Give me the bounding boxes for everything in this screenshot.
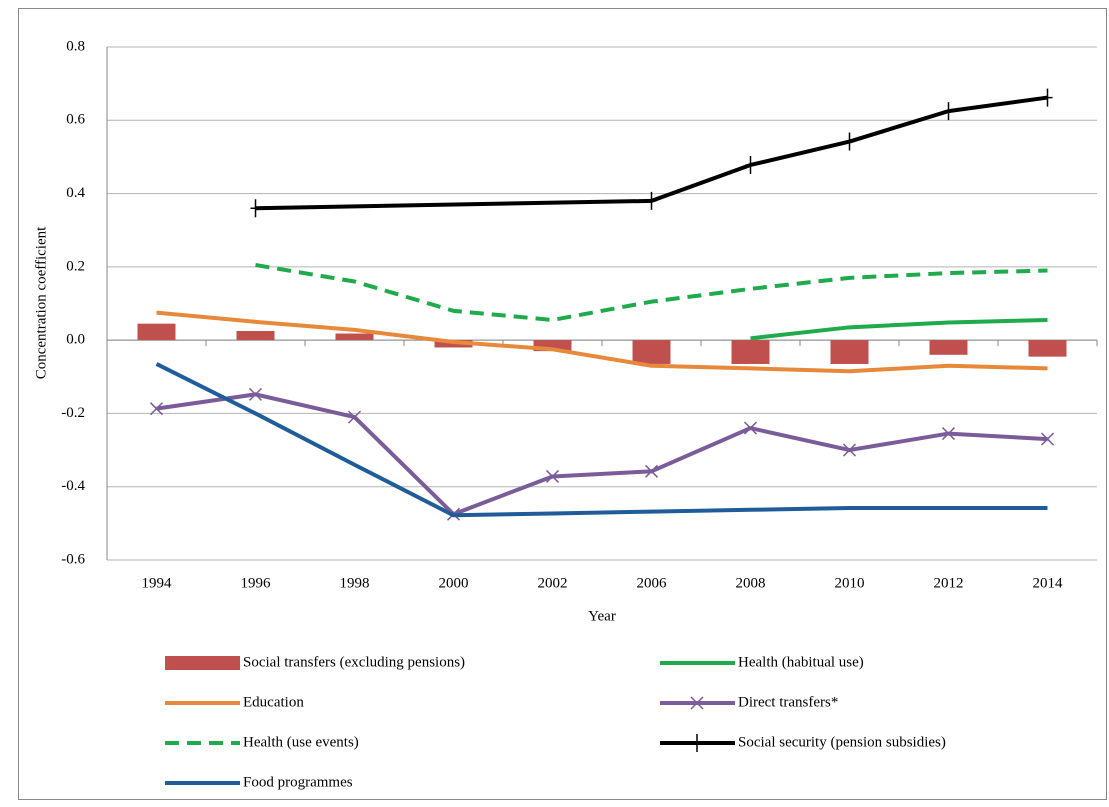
y-tick-label: -0.6 bbox=[61, 551, 85, 567]
point-marker bbox=[250, 199, 261, 218]
legend-label: Social transfers (excluding pensions) bbox=[243, 654, 465, 670]
x-tick-label: 2002 bbox=[538, 575, 568, 591]
bar bbox=[335, 333, 374, 341]
x-tick-label: 1998 bbox=[340, 575, 370, 591]
point-marker bbox=[842, 443, 857, 457]
legend-label: Health (use events) bbox=[243, 734, 359, 750]
x-tick-label: 1996 bbox=[241, 575, 272, 591]
point-marker bbox=[743, 421, 758, 435]
line bbox=[155, 362, 1048, 518]
bar bbox=[731, 340, 770, 364]
point-marker bbox=[248, 387, 263, 401]
y-tick-label: -0.2 bbox=[61, 405, 85, 421]
x-axis-title: Year bbox=[588, 608, 616, 624]
x-tick-label: 2010 bbox=[835, 575, 865, 591]
point-marker bbox=[1040, 432, 1055, 446]
legend-swatch bbox=[165, 656, 240, 670]
point-marker bbox=[941, 427, 956, 441]
legend-label: Direct transfers* bbox=[738, 694, 838, 710]
point-marker bbox=[149, 402, 164, 416]
x-tick-label: 2008 bbox=[736, 575, 766, 591]
point-marker bbox=[644, 464, 659, 478]
y-tick-label: 0.8 bbox=[66, 38, 85, 54]
point-marker bbox=[943, 102, 954, 121]
x-tick-label: 2012 bbox=[934, 575, 964, 591]
point-marker bbox=[1042, 88, 1053, 107]
legend-label: Social security (pension subsidies) bbox=[738, 734, 946, 750]
bar bbox=[236, 330, 275, 341]
bar bbox=[533, 340, 572, 352]
y-tick-label: -0.4 bbox=[61, 478, 85, 494]
legend-label: Food programmes bbox=[243, 774, 353, 790]
x-tick-label: 2014 bbox=[1033, 575, 1064, 591]
bar bbox=[929, 340, 968, 355]
line bbox=[156, 392, 1048, 517]
point-marker bbox=[844, 132, 855, 151]
x-tick-label: 2006 bbox=[637, 575, 668, 591]
legend-marker bbox=[690, 696, 704, 710]
y-axis-title: Concentration coefficient bbox=[33, 226, 49, 379]
y-tick-label: 0.6 bbox=[66, 112, 85, 128]
x-tick-label: 1994 bbox=[142, 575, 173, 591]
x-tick-label: 2000 bbox=[439, 575, 469, 591]
line bbox=[255, 263, 1048, 322]
y-tick-label: 0.4 bbox=[66, 185, 85, 201]
bar bbox=[1028, 340, 1067, 357]
point-marker bbox=[545, 469, 560, 483]
line bbox=[156, 310, 1048, 374]
point-marker bbox=[347, 410, 362, 424]
y-tick-label: 0.2 bbox=[66, 258, 85, 274]
point-marker bbox=[745, 155, 756, 174]
line bbox=[750, 317, 1048, 341]
y-tick-label: 0.0 bbox=[66, 332, 85, 348]
legend-label: Health (habitual use) bbox=[738, 654, 864, 670]
bar bbox=[830, 340, 869, 364]
gap-connector bbox=[255, 198, 652, 211]
legend-label: Education bbox=[243, 694, 304, 710]
bar bbox=[632, 340, 671, 364]
point-marker bbox=[646, 191, 657, 210]
bar bbox=[137, 323, 176, 341]
